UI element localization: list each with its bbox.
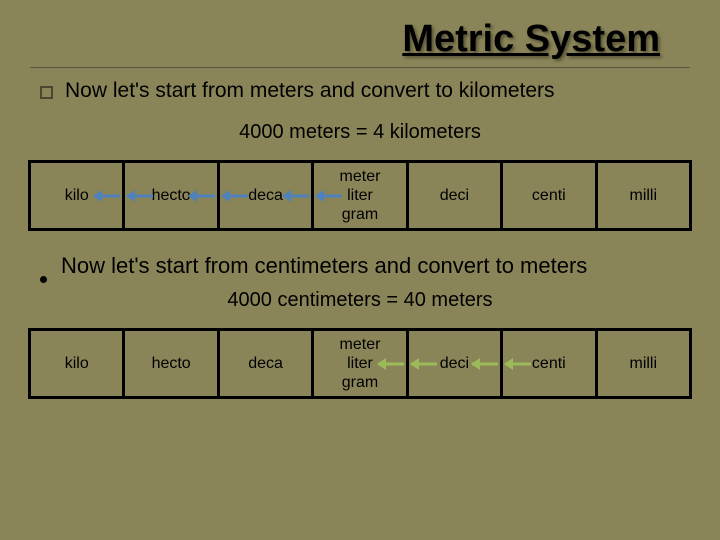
label-deca: deca [248,187,283,205]
label-centi: centi [532,187,566,204]
arrow-left-icon [316,189,342,203]
bullet-1: Now let's start from meters and convert … [0,69,720,103]
label-milli: milli [629,355,657,372]
arrow-left-icon [505,357,531,371]
cell-base-2: meter liter gram [313,330,407,398]
cell-milli-2: milli [596,330,690,398]
cell-kilo-2: kilo [30,330,124,398]
bullet-dot-icon [40,276,47,283]
label-milli: milli [629,187,657,204]
label-base: meter liter gram [340,335,381,393]
bullet-square-icon [40,86,53,99]
prefix-table-1: kilo hecto [28,160,692,231]
arrow-left-icon [222,189,248,203]
label-kilo: kilo [65,187,89,205]
arrow-left-icon [94,189,120,203]
equation-2: 4000 centimeters = 40 meters [0,279,720,322]
cell-deci-2: deci [407,330,501,398]
cell-centi-2: centi [502,330,596,398]
bullet-1-text: Now let's start from meters and convert … [65,79,555,103]
label-deci: deci [440,187,469,204]
cell-centi-1: centi [502,162,596,230]
bullet-2: Now let's start from centimeters and con… [0,231,720,279]
label-deci: deci [440,355,469,373]
slide: Metric System Now let's start from meter… [0,0,720,540]
arrow-left-icon [189,189,215,203]
cell-base-1: meter liter gram [313,162,407,230]
cell-hecto-1: hecto [124,162,218,230]
bullet-2-text: Now let's start from centimeters and con… [61,253,587,279]
label-kilo: kilo [65,355,89,372]
label-base: meter liter gram [340,167,381,225]
arrow-left-icon [283,189,309,203]
arrow-left-icon [378,357,404,371]
label-hecto: hecto [152,187,191,205]
prefix-table-2: kilo hecto deca meter liter gram [28,328,692,399]
cell-milli-1: milli [596,162,690,230]
cell-kilo-1: kilo [30,162,124,230]
arrow-left-icon [127,189,153,203]
cell-hecto-2: hecto [124,330,218,398]
label-hecto: hecto [152,355,191,372]
label-deca: deca [248,355,283,372]
label-centi: centi [532,355,566,373]
slide-title: Metric System [0,0,720,67]
arrow-left-icon [472,357,498,371]
cell-deca-2: deca [218,330,312,398]
equation-1: 4000 meters = 4 kilometers [0,103,720,154]
cell-deca-1: deca [218,162,312,230]
arrow-left-icon [411,357,437,371]
cell-deci-1: deci [407,162,501,230]
